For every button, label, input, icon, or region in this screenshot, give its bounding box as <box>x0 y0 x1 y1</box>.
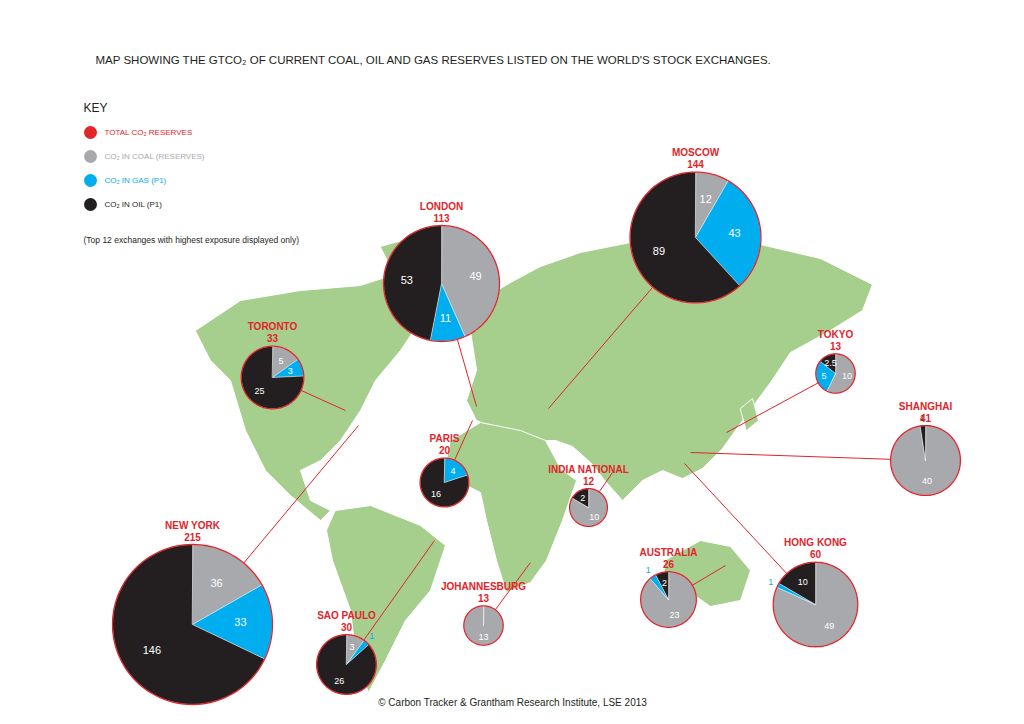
svg-text:60: 60 <box>810 549 822 560</box>
svg-text:CO₂ IN GAS (P1): CO₂ IN GAS (P1) <box>105 176 167 185</box>
svg-text:49: 49 <box>469 270 481 282</box>
svg-text:25: 25 <box>255 386 265 396</box>
svg-text:30: 30 <box>341 622 353 633</box>
svg-text:CO₂ IN OIL (P1): CO₂ IN OIL (P1) <box>105 200 163 209</box>
svg-text:HONG KONG: HONG KONG <box>784 537 847 548</box>
svg-text:TOTAL CO₂ RESERVES: TOTAL CO₂ RESERVES <box>105 128 193 137</box>
svg-text:5: 5 <box>279 356 284 366</box>
svg-text:36: 36 <box>210 577 222 589</box>
svg-text:© Carbon Tracker & Grantham Re: © Carbon Tracker & Grantham Research Ins… <box>378 697 647 708</box>
svg-text:146: 146 <box>143 644 161 656</box>
svg-text:NEW YORK: NEW YORK <box>165 520 221 531</box>
svg-text:20: 20 <box>439 445 451 456</box>
svg-text:33: 33 <box>234 616 246 628</box>
svg-text:10: 10 <box>798 577 808 587</box>
svg-text:4: 4 <box>451 466 456 476</box>
svg-text:49: 49 <box>824 621 834 631</box>
svg-text:1: 1 <box>369 631 374 641</box>
svg-text:113: 113 <box>433 213 450 224</box>
svg-text:3: 3 <box>350 642 355 652</box>
svg-text:13: 13 <box>478 593 490 604</box>
svg-text:TORONTO: TORONTO <box>248 321 298 332</box>
svg-text:MOSCOW: MOSCOW <box>672 147 720 158</box>
svg-text:SAO PAULO: SAO PAULO <box>317 610 376 621</box>
svg-text:13: 13 <box>830 341 842 352</box>
svg-text:23: 23 <box>669 610 679 620</box>
svg-text:33: 33 <box>267 333 279 344</box>
svg-text:PARIS: PARIS <box>430 433 460 444</box>
svg-text:1: 1 <box>646 565 651 575</box>
svg-text:AUSTRALIA: AUSTRALIA <box>640 547 698 558</box>
svg-text:13: 13 <box>478 632 488 642</box>
svg-text:40: 40 <box>922 476 932 486</box>
svg-text:11: 11 <box>440 312 451 324</box>
svg-text:144: 144 <box>687 159 704 170</box>
svg-text:CO₂ IN COAL (RESERVES): CO₂ IN COAL (RESERVES) <box>105 152 205 161</box>
svg-text:89: 89 <box>653 245 665 257</box>
svg-text:JOHANNESBURG: JOHANNESBURG <box>441 581 526 592</box>
svg-text:2: 2 <box>580 493 585 503</box>
svg-text:MAP SHOWING THE GTCO₂ OF CURRE: MAP SHOWING THE GTCO₂ OF CURRENT COAL, O… <box>96 54 771 66</box>
svg-text:1: 1 <box>768 577 773 587</box>
svg-text:16: 16 <box>431 489 441 499</box>
svg-text:5: 5 <box>821 371 826 381</box>
svg-text:KEY: KEY <box>84 101 108 115</box>
svg-text:2: 2 <box>662 578 667 588</box>
svg-text:(Top 12 exchanges with highest: (Top 12 exchanges with highest exposure … <box>84 235 300 245</box>
svg-text:3: 3 <box>288 366 293 376</box>
svg-text:10: 10 <box>842 371 852 381</box>
svg-text:10: 10 <box>589 512 599 522</box>
svg-text:12: 12 <box>700 193 712 205</box>
svg-text:41: 41 <box>920 413 932 424</box>
svg-text:LONDON: LONDON <box>420 201 463 212</box>
svg-text:SHANGHAI: SHANGHAI <box>899 401 953 412</box>
svg-text:26: 26 <box>663 559 675 570</box>
svg-text:TOKYO: TOKYO <box>818 329 854 340</box>
svg-text:2.5: 2.5 <box>824 358 837 368</box>
svg-text:215: 215 <box>184 532 201 543</box>
svg-text:26: 26 <box>334 676 344 686</box>
svg-text:INDIA NATIONAL: INDIA NATIONAL <box>548 464 629 475</box>
svg-text:53: 53 <box>401 274 413 286</box>
svg-text:43: 43 <box>728 227 740 239</box>
svg-text:12: 12 <box>583 476 595 487</box>
